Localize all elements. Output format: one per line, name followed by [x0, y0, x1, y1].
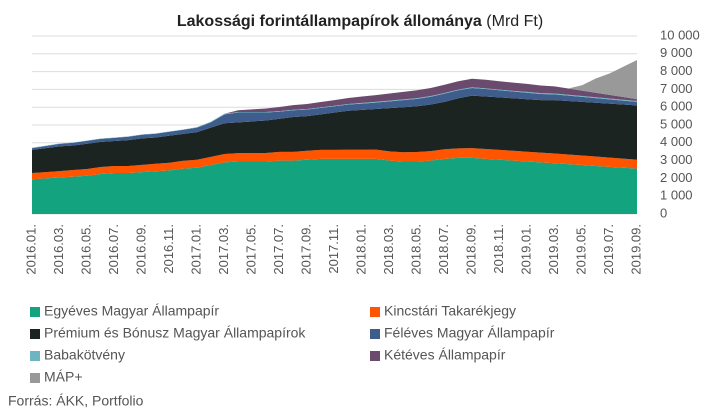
y-tick-label: 3 000: [660, 152, 693, 167]
legend-swatch: [30, 307, 40, 317]
x-tick-label: 2019.07.: [601, 224, 616, 275]
y-tick-label: 4 000: [660, 134, 693, 149]
x-tick-label: 2017.03.: [216, 224, 231, 275]
y-tick-label: 1 000: [660, 188, 693, 203]
y-tick-label: 5 000: [660, 116, 693, 131]
legend-swatch: [30, 329, 40, 339]
legend-swatch: [370, 351, 380, 361]
legend-label: Egyéves Magyar Állampapír: [44, 303, 219, 319]
legend-label: Féléves Magyar Állampapír: [384, 325, 555, 341]
y-tick-label: 6 000: [660, 99, 693, 114]
y-tick-label: 7 000: [660, 81, 693, 96]
y-tick-label: 10 000: [660, 27, 700, 42]
area: [32, 148, 637, 180]
x-tick-label: 2016.07.: [106, 224, 121, 275]
chart-subtitle: (Mrd Ft): [486, 13, 543, 30]
legend-label: Kincstári Takarékjegy: [384, 303, 516, 319]
x-tick-label: 2017.09.: [298, 224, 313, 275]
x-tick-label: 2016.05.: [78, 224, 93, 275]
legend-label: Babakötvény: [44, 347, 125, 363]
x-tick-label: 2017.01.: [188, 224, 203, 275]
x-tick-label: 2018.11.: [491, 224, 506, 274]
legend-swatch: [370, 307, 380, 317]
chart-title-line: Lakossági forintállampapírok állománya (…: [177, 13, 543, 30]
x-tick-label: 2017.07.: [271, 224, 286, 275]
x-tick-label: 2019.05.: [573, 224, 588, 275]
y-tick-label: 8 000: [660, 63, 693, 78]
x-tick-label: 2016.01.: [23, 224, 38, 275]
legend-label: MÁP+: [44, 369, 83, 385]
x-tick-label: 2016.09.: [133, 224, 148, 275]
area: [32, 157, 637, 214]
x-tick-label: 2018.05.: [408, 224, 423, 275]
chart-title: Lakossági forintállampapírok állománya: [177, 13, 482, 30]
y-tick-label: 2 000: [660, 170, 693, 185]
x-tick-label: 2016.03.: [51, 224, 66, 275]
area: [32, 95, 637, 174]
x-tick-label: 2017.05.: [243, 224, 258, 275]
y-tick-label: 0: [660, 205, 667, 220]
y-tick-label: 9 000: [660, 45, 693, 60]
x-tick-label: 2018.09.: [463, 224, 478, 275]
x-tick-label: 2019.01.: [518, 224, 533, 275]
x-tick-label: 2019.03.: [546, 224, 561, 275]
legend-label: Prémium és Bónusz Magyar Állampapírok: [44, 325, 306, 341]
x-tick-label: 2017.11.: [326, 224, 341, 274]
legend-label: Kétéves Állampapír: [384, 347, 506, 363]
legend-swatch: [30, 373, 40, 383]
x-tick-label: 2018.03.: [381, 224, 396, 275]
legend-swatch: [370, 329, 380, 339]
source: Forrás: ÁKK, Portfolio: [8, 393, 144, 409]
x-tick-label: 2018.01.: [353, 224, 368, 275]
x-tick-label: 2019.09.: [628, 224, 643, 275]
x-tick-label: 2018.07.: [436, 224, 451, 275]
x-tick-label: 2016.11.: [161, 224, 176, 274]
legend-swatch: [30, 351, 40, 361]
